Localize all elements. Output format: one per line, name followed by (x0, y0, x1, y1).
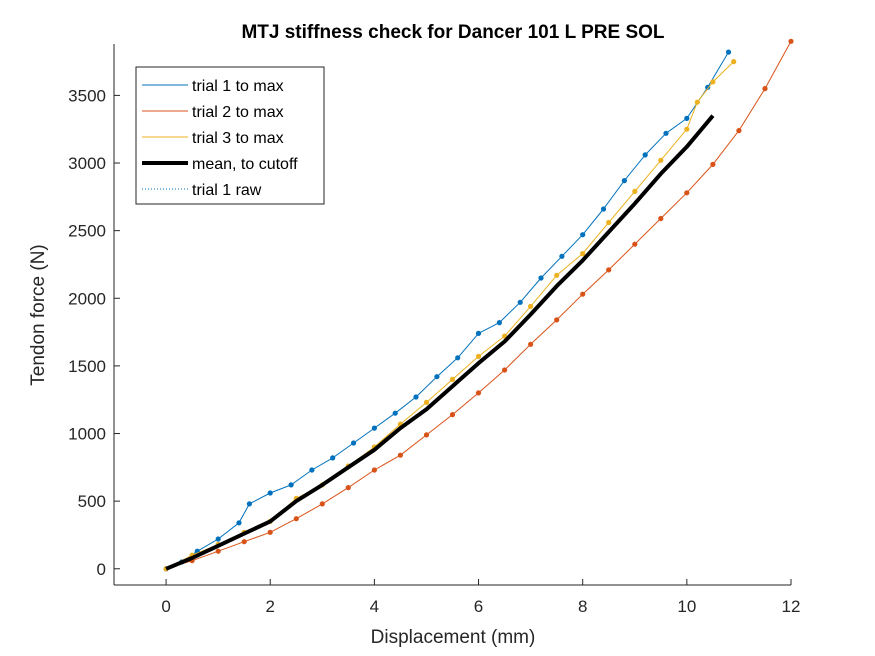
data-point (621, 178, 628, 184)
y-tick-label: 0 (97, 560, 106, 579)
data-point (606, 267, 612, 273)
y-ticks: 0 500 1000 1500 2000 2500 3000 3500 (68, 86, 120, 579)
data-point (600, 206, 607, 212)
data-point (345, 485, 351, 491)
data-point (580, 232, 586, 238)
data-point (725, 49, 732, 55)
data-point (434, 374, 440, 380)
legend-label: trial 1 raw (192, 182, 262, 199)
data-point (319, 501, 325, 507)
data-point (559, 253, 565, 259)
data-point (788, 38, 794, 44)
data-point (580, 291, 586, 297)
series-line-3 (165, 114, 715, 571)
data-point (658, 215, 664, 222)
data-point (632, 188, 638, 194)
series-layer (163, 38, 794, 572)
legend-box (135, 66, 325, 205)
data-point (632, 241, 638, 247)
data-point (288, 482, 294, 488)
data-point (423, 399, 430, 405)
x-tick-label: 10 (677, 597, 696, 616)
data-point (694, 99, 700, 105)
data-point (449, 412, 456, 418)
data-point (517, 299, 523, 305)
data-point (736, 128, 742, 134)
data-point (710, 161, 716, 167)
x-tick-label: 6 (474, 597, 483, 616)
data-point (496, 320, 502, 326)
data-point (423, 432, 430, 438)
y-axis-label: Tendon force (N) (28, 244, 49, 386)
data-point (658, 157, 664, 163)
data-point (475, 353, 482, 359)
legend-label: trial 1 to max (192, 78, 284, 95)
data-point (246, 501, 252, 507)
data-point (371, 425, 377, 431)
data-point (705, 84, 711, 90)
legend-items: trial 1 to max trial 2 to max trial 3 to m… (142, 78, 298, 199)
data-point (241, 539, 247, 545)
data-point (449, 376, 456, 382)
x-tick-label: 4 (370, 597, 379, 616)
axes: 0 2 4 6 8 10 12 0 500 1000 1500 2000 2500 3000 3500 (68, 44, 800, 616)
legend: trial 1 to max trial 2 to max trial 3 to m… (135, 66, 325, 205)
x-axis-label: Displacement (mm) (371, 627, 536, 648)
data-point (267, 490, 273, 496)
data-point (392, 410, 398, 416)
data-point (538, 275, 544, 281)
data-point (475, 330, 482, 336)
data-point (554, 272, 560, 278)
y-tick-label: 3500 (68, 86, 106, 105)
data-point (330, 455, 336, 461)
data-point (309, 467, 315, 473)
data-point (684, 190, 690, 196)
data-point (502, 367, 508, 373)
data-point (267, 529, 273, 535)
x-tick-label: 2 (265, 597, 274, 616)
data-point (663, 130, 669, 136)
data-point (684, 115, 690, 121)
data-point (554, 317, 560, 323)
y-tick-label: 2500 (68, 222, 106, 241)
data-point (371, 467, 377, 473)
y-tick-label: 3000 (68, 154, 106, 173)
data-point (455, 355, 461, 361)
legend-label: trial 3 to max (192, 130, 284, 147)
data-point (397, 452, 403, 458)
data-point (215, 536, 221, 542)
data-point (236, 520, 242, 526)
data-point (710, 79, 716, 85)
data-point (413, 394, 419, 400)
x-ticks: 0 2 4 6 8 10 12 (161, 579, 800, 616)
data-point (293, 516, 299, 522)
data-point (475, 390, 482, 396)
y-tick-label: 2000 (68, 289, 106, 308)
data-point (684, 126, 690, 132)
legend-label: trial 2 to max (192, 104, 284, 121)
data-point (351, 440, 357, 446)
x-tick-label: 8 (578, 597, 587, 616)
y-tick-label: 500 (78, 492, 106, 511)
y-tick-label: 1500 (68, 357, 106, 376)
data-point (731, 59, 737, 65)
data-point (580, 251, 586, 257)
y-tick-label: 1000 (68, 425, 106, 444)
x-tick-label: 0 (161, 597, 170, 616)
data-point (762, 86, 768, 92)
chart-title: MTJ stiffness check for Dancer 101 L PRE… (241, 22, 664, 43)
data-point (606, 219, 612, 226)
data-point (642, 152, 648, 158)
data-point (528, 303, 534, 309)
x-tick-label: 12 (782, 597, 801, 616)
data-point (528, 341, 534, 347)
data-point (215, 548, 221, 554)
legend-label: mean, to cutoff (192, 156, 298, 173)
